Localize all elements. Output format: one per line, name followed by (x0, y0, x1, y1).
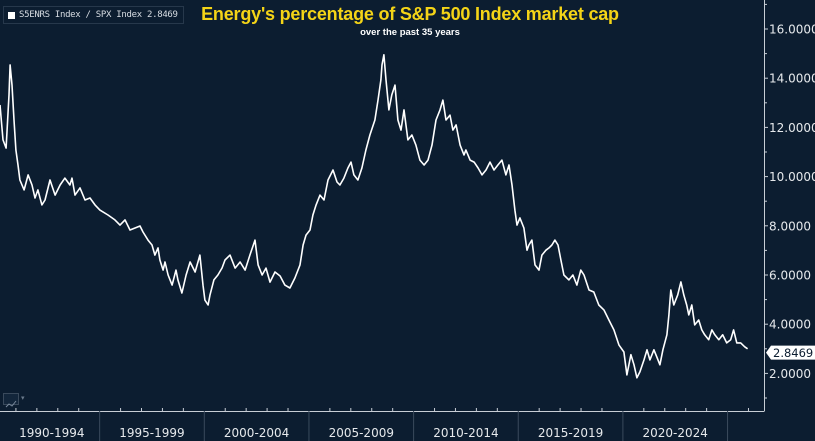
last-value-label: 2.8469 (773, 346, 813, 360)
chart-subtitle: over the past 35 years (360, 27, 460, 38)
legend-swatch (8, 11, 15, 19)
y-tick-label: 16.0000 (769, 23, 815, 37)
legend-label: S5ENRS Index / SPX Index 2.8469 (19, 10, 178, 20)
chart-type-button[interactable] (3, 393, 19, 408)
line-chart-icon (5, 400, 17, 408)
x-tick-label: 2000-2004 (224, 426, 289, 440)
series-line (0, 53, 749, 379)
chart-title: Energy's percentage of S&P 500 Index mar… (201, 4, 619, 24)
y-tick-label: 2.0000 (769, 367, 811, 381)
plot-area (0, 53, 749, 379)
y-tick-label: 8.0000 (769, 219, 811, 233)
x-tick-label: 2020-2024 (643, 426, 708, 440)
y-tick-label: 12.0000 (769, 121, 815, 135)
legend[interactable]: S5ENRS Index / SPX Index 2.8469 (3, 6, 184, 24)
y-tick-label: 4.0000 (769, 318, 811, 332)
last-value-marker (766, 345, 815, 360)
chart-type-dropdown-icon[interactable]: ▾ (21, 394, 25, 402)
y-tick-label: 6.0000 (769, 269, 811, 283)
x-tick-label: 2005-2009 (329, 426, 394, 440)
x-tick-label: 2010-2014 (433, 426, 498, 440)
y-tick-label: 14.0000 (769, 72, 815, 86)
x-tick-label: 1990-1994 (19, 426, 84, 440)
x-tick-label: 2015-2019 (538, 426, 603, 440)
x-tick-label: 1995-1999 (119, 426, 184, 440)
y-tick-label: 10.0000 (769, 170, 815, 184)
